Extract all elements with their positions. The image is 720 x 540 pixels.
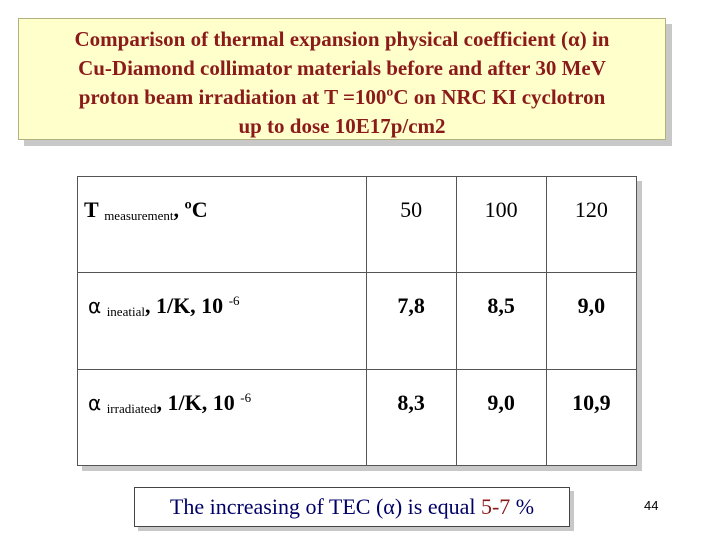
row-header-temperature: T measurement, ºC [77, 175, 367, 274]
table-cell: 10,9 [545, 368, 638, 467]
temperature-symbol: T [84, 197, 99, 222]
irradiated-exponent: -6 [240, 389, 252, 405]
table-cell: 120 [545, 175, 638, 274]
conclusion-suffix: % [510, 494, 535, 519]
irradiated-subscript: irradiated [106, 400, 157, 416]
row-header-initial: α ineatial, 1/K, 10 -6 [77, 272, 367, 370]
title-line-1: Comparison of thermal expansion physical… [74, 27, 610, 51]
initial-unit: , 1/K, 10 [144, 293, 224, 319]
row-header-irradiated: α irradiated, 1/K, 10 -6 [77, 368, 367, 467]
conclusion-box: The increasing of TEC (α) is equal 5-7 % [134, 487, 570, 527]
table-cell: 8,3 [365, 368, 457, 467]
title-line-4: up to dose 10E17p/cm2 [238, 114, 446, 138]
temperature-subscript: measurement [104, 208, 174, 223]
title-line-3: proton beam irradiation at T =100ºC on N… [78, 85, 606, 109]
page-number: 44 [644, 498, 659, 513]
alpha-symbol: α [88, 390, 102, 415]
table-cell: 9,0 [545, 272, 638, 370]
table-row-irradiated: α irradiated, 1/K, 10 -6 8,3 9,0 10,9 [77, 368, 638, 467]
conclusion-value: 5-7 [480, 494, 511, 519]
title-line-2: Cu-Diamond collimator materials before a… [78, 56, 606, 80]
table-row-temperature: T measurement, ºC 50 100 120 [77, 175, 638, 274]
irradiated-unit: , 1/K, 10 [156, 389, 235, 415]
slide-title: Comparison of thermal expansion physical… [18, 18, 666, 140]
table-cell: 7,8 [365, 272, 457, 370]
temperature-unit: , ºC [173, 197, 208, 222]
initial-exponent: -6 [228, 293, 240, 309]
tec-comparison-table: T measurement, ºC 50 100 120 α ineatial,… [77, 175, 638, 467]
table-cell: 8,5 [455, 272, 547, 370]
table-cell: 100 [455, 175, 547, 274]
table-row-initial: α ineatial, 1/K, 10 -6 7,8 8,5 9,0 [77, 272, 638, 370]
table-cell: 50 [365, 175, 457, 274]
initial-subscript: ineatial [106, 304, 145, 320]
conclusion-text: The increasing of TEC (α) is equal [169, 494, 481, 519]
table-cell: 9,0 [455, 368, 547, 467]
alpha-symbol: α [88, 294, 102, 319]
